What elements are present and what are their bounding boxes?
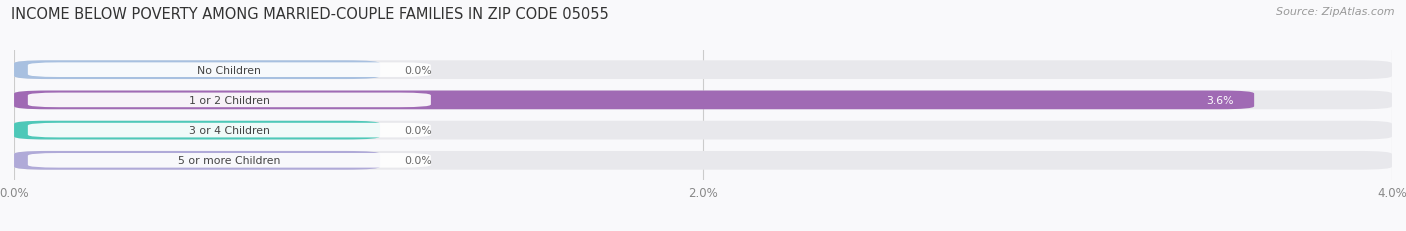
FancyBboxPatch shape bbox=[28, 153, 430, 168]
FancyBboxPatch shape bbox=[28, 123, 430, 138]
FancyBboxPatch shape bbox=[14, 91, 1254, 110]
Text: 1 or 2 Children: 1 or 2 Children bbox=[188, 95, 270, 105]
Text: 3.6%: 3.6% bbox=[1206, 95, 1233, 105]
FancyBboxPatch shape bbox=[28, 63, 430, 78]
FancyBboxPatch shape bbox=[14, 151, 380, 170]
Text: 0.0%: 0.0% bbox=[404, 126, 432, 136]
FancyBboxPatch shape bbox=[14, 61, 1392, 80]
FancyBboxPatch shape bbox=[14, 91, 1392, 110]
Text: INCOME BELOW POVERTY AMONG MARRIED-COUPLE FAMILIES IN ZIP CODE 05055: INCOME BELOW POVERTY AMONG MARRIED-COUPL… bbox=[11, 7, 609, 22]
FancyBboxPatch shape bbox=[28, 93, 430, 108]
FancyBboxPatch shape bbox=[14, 61, 380, 80]
Text: 0.0%: 0.0% bbox=[404, 156, 432, 166]
FancyBboxPatch shape bbox=[14, 121, 1392, 140]
Text: No Children: No Children bbox=[197, 65, 262, 75]
FancyBboxPatch shape bbox=[14, 151, 1392, 170]
Text: 0.0%: 0.0% bbox=[404, 65, 432, 75]
FancyBboxPatch shape bbox=[14, 121, 380, 140]
Text: 5 or more Children: 5 or more Children bbox=[179, 156, 281, 166]
Text: Source: ZipAtlas.com: Source: ZipAtlas.com bbox=[1277, 7, 1395, 17]
Text: 3 or 4 Children: 3 or 4 Children bbox=[188, 126, 270, 136]
